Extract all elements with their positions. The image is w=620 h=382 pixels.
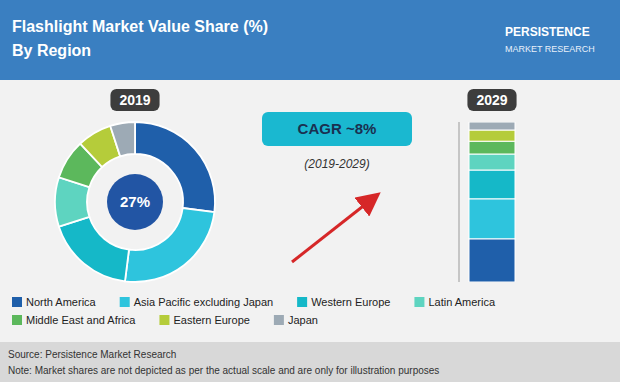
bar-segment bbox=[469, 170, 515, 199]
legend-label: Japan bbox=[288, 314, 318, 326]
legend-item: Japan bbox=[274, 314, 318, 326]
legend-swatch bbox=[274, 315, 284, 325]
legend-swatch bbox=[297, 297, 307, 307]
donut-slice bbox=[59, 217, 129, 282]
legend-label: Eastern Europe bbox=[173, 314, 249, 326]
background bbox=[0, 0, 620, 382]
source-note: Source: Persistence Market Research bbox=[8, 349, 176, 360]
title: Flashlight Market Value Share (%) bbox=[12, 18, 268, 35]
brand-name: PERSISTENCE bbox=[505, 25, 590, 39]
year-badge-box bbox=[467, 89, 516, 111]
legend-swatch bbox=[159, 315, 169, 325]
brand-subname: MARKET RESEARCH bbox=[505, 44, 595, 54]
stacked-bar bbox=[469, 122, 515, 282]
infographic: Flashlight Market Value Share (%) By Regi… bbox=[0, 0, 620, 382]
chart-title: 2029 bbox=[476, 92, 507, 108]
cagr-box bbox=[262, 112, 412, 146]
legend-item: Latin America bbox=[414, 296, 496, 308]
legend-swatch bbox=[12, 315, 22, 325]
year-badge: 2019 bbox=[110, 89, 159, 111]
center-badge bbox=[107, 174, 163, 230]
bar-segment bbox=[469, 199, 515, 239]
center-label: 27% bbox=[120, 193, 150, 210]
legend-item: North America bbox=[12, 296, 97, 308]
year-badge-box bbox=[110, 89, 159, 111]
bar-segment bbox=[469, 130, 515, 141]
cagr-text: CAGR ~8% bbox=[298, 120, 377, 137]
legend-swatch bbox=[414, 297, 424, 307]
chart-title: 2019 bbox=[119, 92, 150, 108]
bar-segment bbox=[469, 239, 515, 282]
growth-arrow bbox=[292, 196, 376, 262]
year-badge: 2029 bbox=[467, 89, 516, 111]
title-bar bbox=[0, 0, 620, 80]
legend-swatch bbox=[120, 297, 130, 307]
legend-label: North America bbox=[26, 296, 97, 308]
footer bbox=[0, 342, 620, 382]
y-axis-line bbox=[459, 122, 460, 282]
legend-swatch bbox=[12, 297, 22, 307]
legend-label: Latin America bbox=[428, 296, 496, 308]
legend-item: Western Europe bbox=[297, 296, 390, 308]
bar-segment bbox=[469, 122, 515, 130]
legend-item: Middle East and Africa bbox=[12, 314, 136, 326]
bar-segment bbox=[469, 141, 515, 154]
donut-slice bbox=[110, 122, 135, 156]
subtitle: By Region bbox=[12, 42, 91, 59]
legend-item: Eastern Europe bbox=[159, 314, 249, 326]
donut bbox=[55, 122, 215, 282]
bar-segment bbox=[469, 154, 515, 170]
legend-label: Western Europe bbox=[311, 296, 390, 308]
legend-label: Asia Pacific excluding Japan bbox=[134, 296, 273, 308]
cagr-period: (2019-2029) bbox=[304, 157, 369, 171]
legend: North America Asia Pacific excluding Japa… bbox=[12, 296, 496, 326]
legend-label: Middle East and Africa bbox=[26, 314, 136, 326]
footnote: Note: Market shares are not depicted as … bbox=[8, 365, 439, 376]
legend-item: Asia Pacific excluding Japan bbox=[120, 296, 273, 308]
